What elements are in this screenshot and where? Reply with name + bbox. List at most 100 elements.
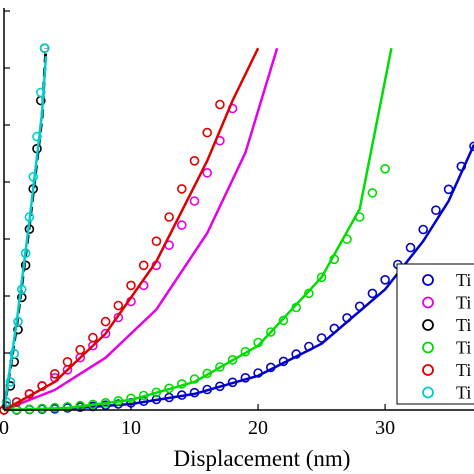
series-5-point — [49, 368, 60, 379]
series-5-fit-line — [3, 47, 260, 412]
series-4-point — [329, 254, 340, 265]
series-4-point — [138, 390, 149, 401]
legend-label: Ti — [456, 270, 471, 290]
series-1-fit-line — [3, 144, 474, 412]
series-4-point — [304, 288, 314, 299]
series-1-point — [329, 323, 340, 334]
series-6-point — [32, 131, 42, 142]
series-5-point — [177, 184, 187, 194]
series-5-point — [164, 212, 174, 222]
series-4-point — [49, 402, 60, 413]
series-4-point — [354, 212, 365, 222]
series-4-point — [88, 399, 98, 410]
series-1-point — [342, 313, 352, 323]
series-1-point — [418, 224, 429, 235]
series-6-point — [1, 397, 12, 407]
series-1-point — [431, 205, 441, 215]
series-6-point — [9, 348, 19, 359]
x-tick-label: 0 — [0, 417, 9, 439]
series-4-point — [189, 374, 200, 384]
series-1-point — [278, 356, 289, 367]
series-4-point — [126, 393, 136, 404]
x-tick-label: 30 — [375, 417, 395, 439]
legend-label: Ti — [456, 315, 471, 335]
series-1-point — [240, 372, 251, 383]
series-1-point — [202, 384, 212, 395]
series-5-point — [126, 280, 136, 291]
series-5-point — [24, 389, 35, 399]
series-1-point — [253, 368, 263, 378]
series-6-point — [24, 212, 35, 222]
series-1-point — [443, 184, 454, 195]
series-4-point — [227, 354, 238, 365]
series-4-point — [113, 395, 124, 406]
series-4-point — [37, 403, 47, 414]
series-1-point — [354, 301, 365, 312]
plot-area — [4, 8, 474, 410]
legend-label: Ti — [456, 338, 471, 358]
series-4-point — [278, 315, 289, 326]
series-5-point — [11, 397, 22, 407]
series-5-point — [202, 127, 212, 138]
series-4-point — [253, 337, 263, 348]
series-1-point — [304, 341, 314, 352]
series-4-point — [24, 404, 35, 415]
series-5-point — [113, 300, 124, 311]
series-2-fit-line — [3, 47, 279, 412]
series-1-point — [380, 274, 390, 285]
series-4-point — [202, 368, 212, 379]
legend-box — [396, 263, 474, 405]
series-6-point — [5, 377, 16, 387]
ticks-layer: 0 10 20 30 — [0, 10, 395, 439]
series-1-point — [189, 387, 200, 398]
series-4-point — [291, 302, 302, 313]
series-6 — [1, 43, 50, 411]
series-1-point — [265, 362, 276, 373]
series-4-point — [62, 401, 73, 412]
series-5-point — [37, 381, 47, 391]
series-6-point — [13, 316, 23, 327]
series-6-point — [35, 87, 46, 98]
series-1-point — [177, 390, 187, 400]
series-4-fit-line — [3, 47, 393, 412]
series-6-point — [39, 43, 50, 54]
series-1-point — [227, 377, 238, 388]
series-5-point — [88, 332, 98, 343]
series-4 — [0, 47, 393, 415]
legend-marker — [422, 386, 434, 399]
legend-marker — [422, 274, 434, 286]
series-4-point — [380, 164, 390, 174]
series-5-point — [189, 156, 200, 166]
legend-marker — [422, 319, 434, 331]
series-1-point — [291, 349, 302, 359]
series-1-point — [456, 161, 467, 172]
series-1-point — [316, 333, 327, 343]
series-4-point — [215, 362, 225, 372]
series-1-point — [215, 381, 225, 392]
series-2-point — [177, 220, 187, 230]
x-tick-label: 20 — [248, 417, 268, 439]
series-2-point — [100, 328, 111, 339]
series-4-point — [100, 397, 111, 408]
legend-marker — [422, 296, 434, 309]
series-5-point — [62, 356, 73, 367]
legend-label: Ti — [456, 293, 471, 313]
series-1-point — [469, 141, 474, 152]
series-5-point — [100, 316, 111, 327]
series-3-point — [20, 260, 31, 271]
series-2-point — [189, 196, 200, 206]
series-5-point — [138, 260, 149, 271]
series-5-point — [215, 99, 225, 110]
series-1-point — [367, 288, 378, 299]
series-4-point — [316, 272, 327, 283]
series-4-point — [164, 383, 174, 394]
legend-label: Ti — [456, 360, 471, 380]
series-4-point — [240, 346, 251, 357]
series-1-point — [164, 392, 174, 403]
series-5-point — [151, 236, 162, 246]
series-6-point — [16, 284, 27, 295]
x-tick-label: 10 — [121, 417, 141, 439]
series-4-point — [342, 234, 352, 244]
